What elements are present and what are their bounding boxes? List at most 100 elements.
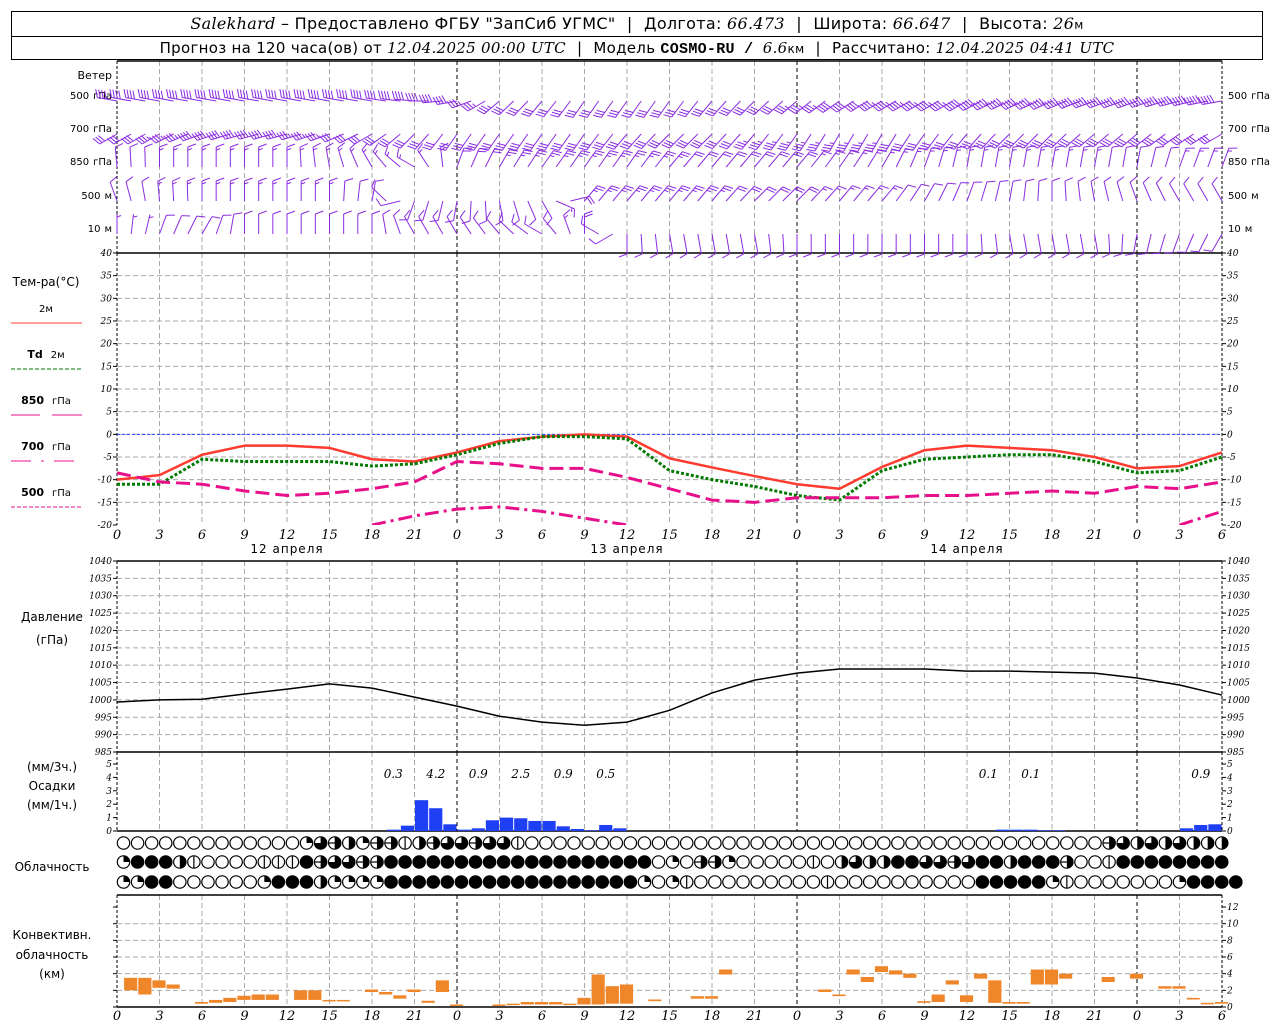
- convective-cloud-box: [449, 1004, 464, 1007]
- cloud-cover-symbol: [1130, 875, 1145, 889]
- cloud-cover-symbol: [1060, 855, 1074, 869]
- y-tick-label-right: 2: [1226, 986, 1233, 996]
- convective-cloud-box: [506, 1003, 520, 1006]
- wind-barb: [1183, 95, 1208, 106]
- wind-barb: [109, 176, 118, 202]
- cloud-cover-symbol: [905, 836, 919, 850]
- y-tick-label: 1015: [89, 644, 112, 654]
- wind-barb: [647, 133, 670, 149]
- cloud-cover-symbol: [130, 875, 145, 889]
- y-tick-label: 2: [105, 800, 112, 810]
- cloud-cover-symbol: [1074, 836, 1088, 850]
- wind-barb: [130, 214, 138, 235]
- hour-label-bottom: 3: [1175, 1009, 1183, 1024]
- hour-label-bottom: 6: [1218, 1009, 1226, 1024]
- altitude-value: 26: [1053, 14, 1075, 33]
- cloud-cover-symbol: [651, 836, 666, 850]
- cloud-cover-symbol: [1045, 875, 1060, 889]
- convective-cloud-box: [194, 1002, 209, 1004]
- convective-cloud-box: [931, 994, 945, 1003]
- cloud-cover-symbol: [806, 855, 821, 869]
- precip-bar: [1052, 830, 1066, 831]
- y-tick-label: 3: [106, 787, 112, 797]
- wind-barb: [343, 210, 352, 234]
- convective-cloud-box: [1002, 1002, 1016, 1004]
- wind-barb: [461, 200, 472, 224]
- cloud-cover-symbol: [173, 855, 187, 869]
- cloud-cover-symbol: [412, 836, 426, 850]
- hour-label-bottom: 0: [1133, 1009, 1141, 1024]
- cloud-cover-symbol: [116, 855, 131, 869]
- cloud-cover-symbol: [750, 875, 764, 889]
- hour-label: 12: [279, 528, 296, 543]
- wind-barb: [791, 133, 812, 152]
- cloud-cover-symbol: [891, 836, 905, 850]
- conv-panel: [116, 894, 1223, 1007]
- cloud-cover-symbol: [764, 836, 778, 850]
- wind-barb: [511, 213, 529, 235]
- wind-barb: [201, 177, 211, 201]
- wind-barb: [867, 185, 889, 202]
- hour-label-bottom: 18: [364, 1009, 381, 1024]
- legend-label: 850 гПа: [21, 394, 71, 407]
- cloud-cover-symbol: [1186, 875, 1201, 889]
- wind-barb: [405, 92, 429, 102]
- wind-barb: [522, 133, 543, 151]
- hour-label: 12: [959, 528, 976, 543]
- precip-3h-total: 0.9: [1191, 767, 1210, 781]
- wind-barb: [762, 133, 784, 151]
- wind-barb: [300, 177, 310, 201]
- wind-barb: [909, 183, 930, 202]
- wind-barb: [205, 130, 231, 141]
- cloud-cover-symbol: [693, 836, 708, 850]
- wind-level-number: 850: [70, 157, 89, 168]
- cloud-cover-symbol: [215, 875, 229, 889]
- cloud-cover-symbol: [1144, 875, 1159, 889]
- cloud-cover-symbol: [158, 875, 173, 889]
- convective-cloud-box: [591, 974, 605, 1005]
- cloud-cover-symbol: [398, 855, 412, 869]
- wind-barb: [952, 182, 970, 202]
- cloud-cover-symbol: [595, 855, 610, 869]
- wind-barb: [248, 129, 273, 140]
- cloud-cover-symbol: [862, 855, 877, 869]
- cloud-cover-symbol: [1116, 855, 1130, 869]
- wind-barb: [980, 145, 994, 168]
- header-forecast-row: Прогноз на 120 часа(ов) от 12.04.2025 00…: [159, 39, 1115, 58]
- wind-barb: [654, 185, 677, 202]
- cloud-cover-symbol: [257, 855, 272, 869]
- cloud-cover-symbol: [679, 836, 694, 850]
- cloud-cover-symbol: [792, 875, 807, 889]
- wind-barb: [1108, 145, 1121, 168]
- temp-series-line-2: [117, 460, 1222, 504]
- wind-barb: [1057, 133, 1081, 148]
- y-tick-label-right: 10: [1227, 920, 1239, 930]
- wind-barb: [711, 151, 734, 168]
- convective-cloud-box: [152, 980, 166, 988]
- wind-barb: [524, 215, 543, 235]
- wind-barb: [186, 177, 196, 202]
- convective-cloud-box: [903, 973, 917, 978]
- cloud-cover-symbol: [1088, 836, 1102, 850]
- temp-series-line-3: [1179, 509, 1222, 525]
- wind-barb: [513, 149, 533, 168]
- cloud-cover-symbol: [708, 836, 722, 850]
- cloud-cover-symbol: [1144, 855, 1159, 869]
- wind-barb: [802, 234, 812, 258]
- cloud-cover-symbol: [609, 875, 624, 889]
- hour-label-bottom: 3: [495, 1009, 503, 1024]
- precip-3h-total: 0.9: [469, 767, 488, 781]
- wind-barb: [1169, 95, 1194, 107]
- convective-cloud-box: [393, 995, 407, 999]
- convective-cloud-box: [549, 1002, 563, 1005]
- wind-barb: [1129, 176, 1138, 202]
- wind-barb: [272, 143, 282, 167]
- date-label: 12 апреля: [250, 542, 323, 556]
- wind-barb: [994, 145, 1008, 168]
- cloud-cover-symbol: [1172, 836, 1187, 850]
- wind-level-number: 500: [70, 91, 89, 102]
- cloud-cover-symbol: [510, 855, 525, 869]
- wind-barb: [984, 98, 1010, 110]
- cloud-cover-symbol: [1130, 836, 1145, 850]
- wind-barb: [215, 143, 225, 167]
